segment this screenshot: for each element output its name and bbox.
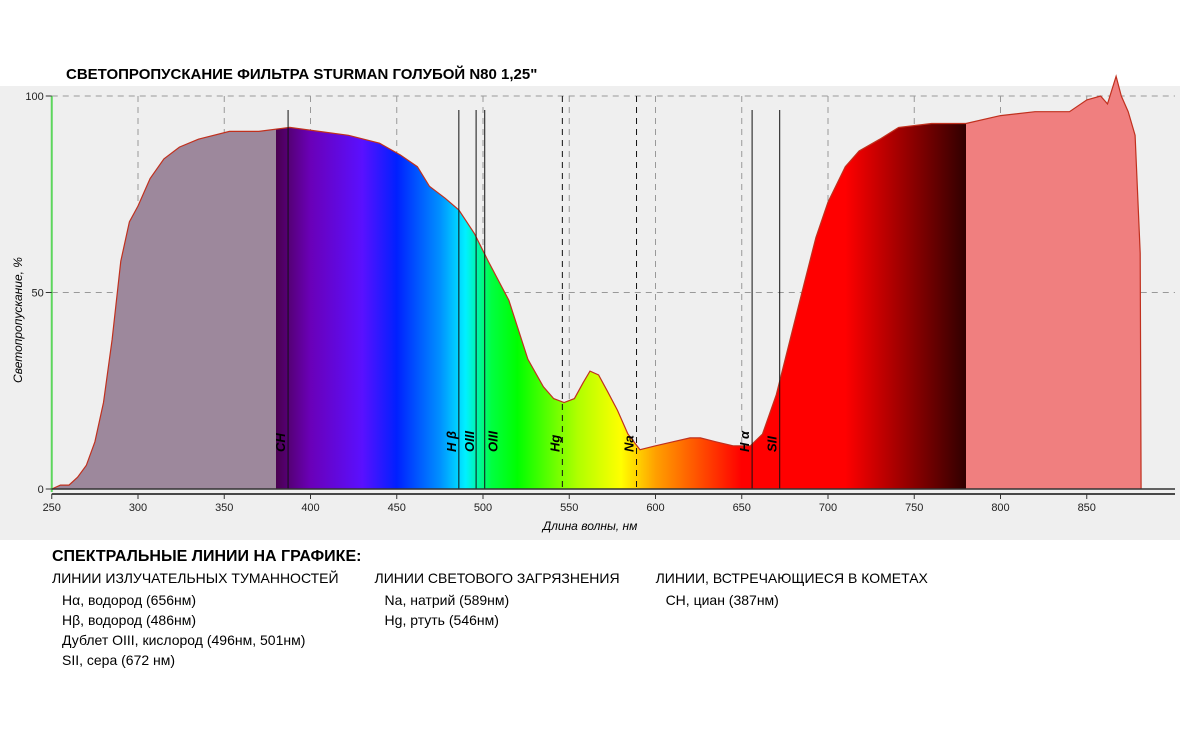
x-tick-label: 400 (301, 502, 319, 514)
legend-header: ЛИНИИ СВЕТОВОГО ЗАГРЯЗНЕНИЯ (374, 570, 620, 586)
x-tick-label: 650 (733, 502, 751, 514)
legend-item: SII, сера (672 нм) (62, 652, 176, 668)
legend-column-comets: ЛИНИИ, ВСТРЕЧАЮЩИЕСЯ В КОМЕТАХ CH, циан … (656, 570, 928, 670)
x-tick-label: 850 (1078, 502, 1096, 514)
y-tick-label: 50 (32, 288, 44, 300)
x-tick-label: 600 (646, 502, 664, 514)
x-tick-label: 300 (129, 502, 147, 514)
legend-item: Na, натрий (589нм) (384, 592, 510, 608)
x-tick-label: 750 (905, 502, 923, 514)
legend-title: СПЕКТРАЛЬНЫЕ ЛИНИИ НА ГРАФИКЕ: (52, 548, 362, 565)
spectral-line-label: OIII (462, 431, 477, 452)
x-tick-label: 800 (991, 502, 1009, 514)
legend-column-nebula: ЛИНИИ ИЗЛУЧАТЕЛЬНЫХ ТУМАННОСТЕЙ Hα, водо… (52, 570, 339, 670)
legend-item: Hα, водород (656нм) (62, 592, 197, 608)
spectral-line-label: Na (622, 435, 637, 452)
transmission-curve (51, 74, 1142, 490)
spectral-line-label: OIII (486, 431, 501, 452)
spectral-lines-legend: СПЕКТРАЛЬНЫЕ ЛИНИИ НА ГРАФИКЕ: ЛИНИИ ИЗЛ… (52, 548, 928, 670)
spectral-line-label: Hg (547, 435, 562, 452)
legend-item: Hg, ртуть (546нм) (384, 612, 499, 628)
x-tick-label: 700 (819, 502, 837, 514)
x-tick-label: 250 (43, 502, 61, 514)
x-tick-label: 500 (474, 502, 492, 514)
x-tick-label: 550 (560, 502, 578, 514)
legend-header: ЛИНИИ ИЗЛУЧАТЕЛЬНЫХ ТУМАННОСТЕЙ (52, 570, 339, 586)
legend-item: Hβ, водород (486нм) (62, 612, 197, 628)
spectral-line-label: H α (737, 430, 752, 452)
x-tick-label: 450 (388, 502, 406, 514)
legend-column-light-pollution: ЛИНИИ СВЕТОВОГО ЗАГРЯЗНЕНИЯ Na, натрий (… (375, 570, 620, 670)
legend-item: Дублет OIII, кислород (496нм, 501нм) (62, 632, 306, 648)
x-tick-label: 350 (215, 502, 233, 514)
chart-title: СВЕТОПРОПУСКАНИЕ ФИЛЬТРА STURMAN ГОЛУБОЙ… (66, 66, 538, 83)
x-axis-label: Длина волны, нм (541, 519, 638, 533)
legend-header: ЛИНИИ, ВСТРЕЧАЮЩИЕСЯ В КОМЕТАХ (655, 570, 928, 586)
spectral-line-label: SII (765, 436, 780, 452)
y-tick-label: 100 (25, 91, 43, 103)
y-tick-label: 0 (38, 484, 44, 496)
legend-item: CH, циан (387нм) (665, 592, 779, 608)
y-axis-label: Светопропускание, % (11, 257, 25, 383)
spectral-line-label: CH (273, 433, 288, 452)
transmission-area (51, 76, 1142, 490)
spectral-line-label: H β (444, 431, 459, 452)
